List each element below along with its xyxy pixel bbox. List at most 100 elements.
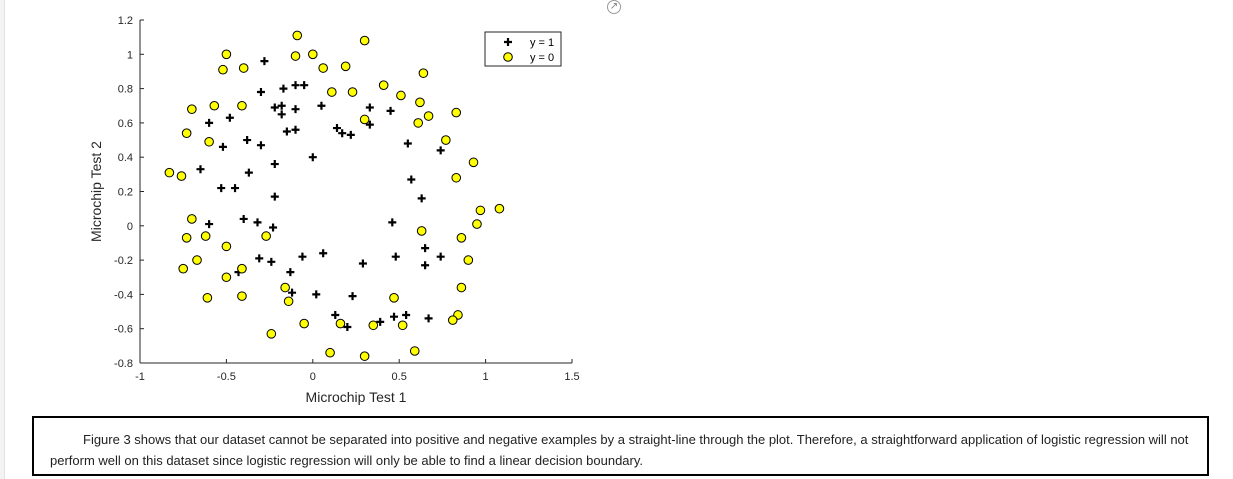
- negative-point-marker: [347, 87, 358, 97]
- x-tick-label: 1: [483, 371, 489, 383]
- y-tick-label: -0.4: [114, 289, 133, 301]
- negative-point-marker: [368, 320, 379, 331]
- negative-point-marker: [202, 293, 213, 303]
- negative-point-marker: [283, 296, 294, 307]
- negative-point-marker: [290, 51, 301, 61]
- negative-point-marker: [308, 49, 318, 60]
- y-tick-label: -0.8: [114, 358, 133, 370]
- negative-point-marker: [418, 68, 429, 78]
- y-tick-label: 0.6: [118, 118, 133, 130]
- negative-point-marker: [463, 255, 474, 265]
- positive-point-marker: [417, 194, 426, 203]
- positive-point-marker: [424, 314, 433, 323]
- negative-point-marker: [164, 167, 175, 178]
- negative-point-marker: [335, 318, 346, 329]
- positive-point-marker: [388, 218, 397, 227]
- positive-point-marker: [256, 141, 265, 150]
- negative-point-marker: [396, 90, 406, 101]
- positive-point-marker: [291, 81, 300, 90]
- positive-point-marker: [217, 184, 226, 193]
- negative-point-marker: [451, 172, 462, 183]
- negative-point-marker: [221, 272, 232, 283]
- negative-point-marker: [468, 157, 479, 168]
- figure-caption: Figure 3 shows that our dataset cannot b…: [32, 416, 1209, 476]
- positive-point-marker: [282, 127, 291, 136]
- negative-point-marker: [237, 100, 247, 111]
- y-axis-label: Microchip Test 2: [88, 141, 104, 242]
- positive-point-marker: [338, 129, 347, 138]
- y-tick-label: 0.2: [118, 187, 133, 199]
- positive-point-marker: [244, 168, 253, 177]
- positive-point-marker: [288, 288, 297, 297]
- negative-point-marker: [237, 263, 247, 274]
- negative-point-marker: [187, 214, 197, 224]
- negative-point-marker: [280, 282, 290, 293]
- legend-entry-label: y = 0: [530, 52, 554, 64]
- scatter-plot: -1 -0.5 0 0.5 1 1.5 -0.8 -0.6 -0.4 -0.2 0 0.2 0.4 0.6…: [88, 15, 580, 405]
- positive-point-marker: [256, 88, 265, 97]
- negative-point-marker: [292, 30, 303, 41]
- positive-point-marker: [436, 252, 445, 261]
- negative-point-marker: [181, 233, 192, 243]
- negative-point-marker: [451, 107, 462, 118]
- positive-point-marker: [317, 101, 326, 110]
- negative-point-marker: [181, 128, 192, 138]
- negative-point-marker: [209, 100, 220, 111]
- y-tick-label: 0: [127, 221, 133, 233]
- negative-point-marker: [176, 171, 187, 181]
- negative-point-marker: [299, 318, 309, 329]
- negative-point-marker: [266, 329, 277, 339]
- positive-point-marker: [291, 125, 300, 134]
- positive-point-marker: [231, 184, 240, 193]
- legend-box: [484, 31, 562, 67]
- x-axis-label: Microchip Test 1: [306, 389, 407, 405]
- negative-point-marker: [409, 346, 420, 356]
- legend-plus-marker: [504, 38, 512, 46]
- positive-point-marker: [270, 192, 279, 201]
- positive-point-marker: [319, 249, 328, 258]
- positive-point-marker: [260, 57, 269, 66]
- negative-point-marker: [441, 135, 451, 145]
- x-tick-label: 0.5: [392, 371, 407, 383]
- negative-point-marker: [218, 64, 228, 75]
- y-tick-label: 1: [127, 49, 133, 61]
- negative-point-marker: [415, 97, 425, 108]
- positive-point-marker: [269, 223, 278, 232]
- positive-point-marker: [421, 261, 430, 270]
- positive-point-marker: [391, 252, 400, 261]
- positive-point-marker: [196, 165, 205, 174]
- positive-point-marker: [255, 254, 264, 263]
- y-tick-label: 1.2: [118, 15, 133, 27]
- plot-legend: y = 1 y = 0: [484, 31, 562, 67]
- negative-point-marker: [475, 205, 486, 216]
- negative-point-marker: [472, 219, 482, 229]
- expand-icon[interactable]: ↗: [607, 0, 621, 14]
- positive-point-marker: [358, 259, 367, 268]
- x-tick-label: -1: [135, 371, 145, 383]
- positive-point-marker: [243, 136, 252, 145]
- negative-point-marker: [327, 87, 337, 97]
- positive-point-marker: [343, 322, 352, 331]
- positive-point-marker: [270, 160, 279, 169]
- negative-point-marker: [389, 293, 399, 303]
- y-tick-label: -0.2: [114, 255, 133, 267]
- positive-point-marker: [205, 118, 214, 127]
- positive-point-marker: [277, 101, 286, 110]
- positive-point-marker: [218, 142, 227, 151]
- negative-point-marker: [204, 136, 214, 147]
- x-tick-label: -0.5: [217, 371, 236, 383]
- positive-point-marker: [286, 268, 295, 277]
- positive-point-marker: [390, 312, 399, 321]
- negative-point-marker: [237, 291, 247, 301]
- negative-point-marker: [261, 231, 271, 241]
- negative-point-marker: [340, 61, 351, 72]
- positive-point-marker: [365, 103, 374, 112]
- negative-point-marker: [359, 114, 370, 125]
- negative-point-marker: [359, 351, 370, 361]
- y-tick-label: 0.8: [118, 84, 133, 96]
- positive-point-marker: [312, 290, 321, 299]
- negative-point-marker: [378, 80, 389, 90]
- negative-point-marker: [359, 35, 370, 46]
- positive-point-marker: [308, 153, 317, 162]
- negative-point-marker: [423, 111, 434, 121]
